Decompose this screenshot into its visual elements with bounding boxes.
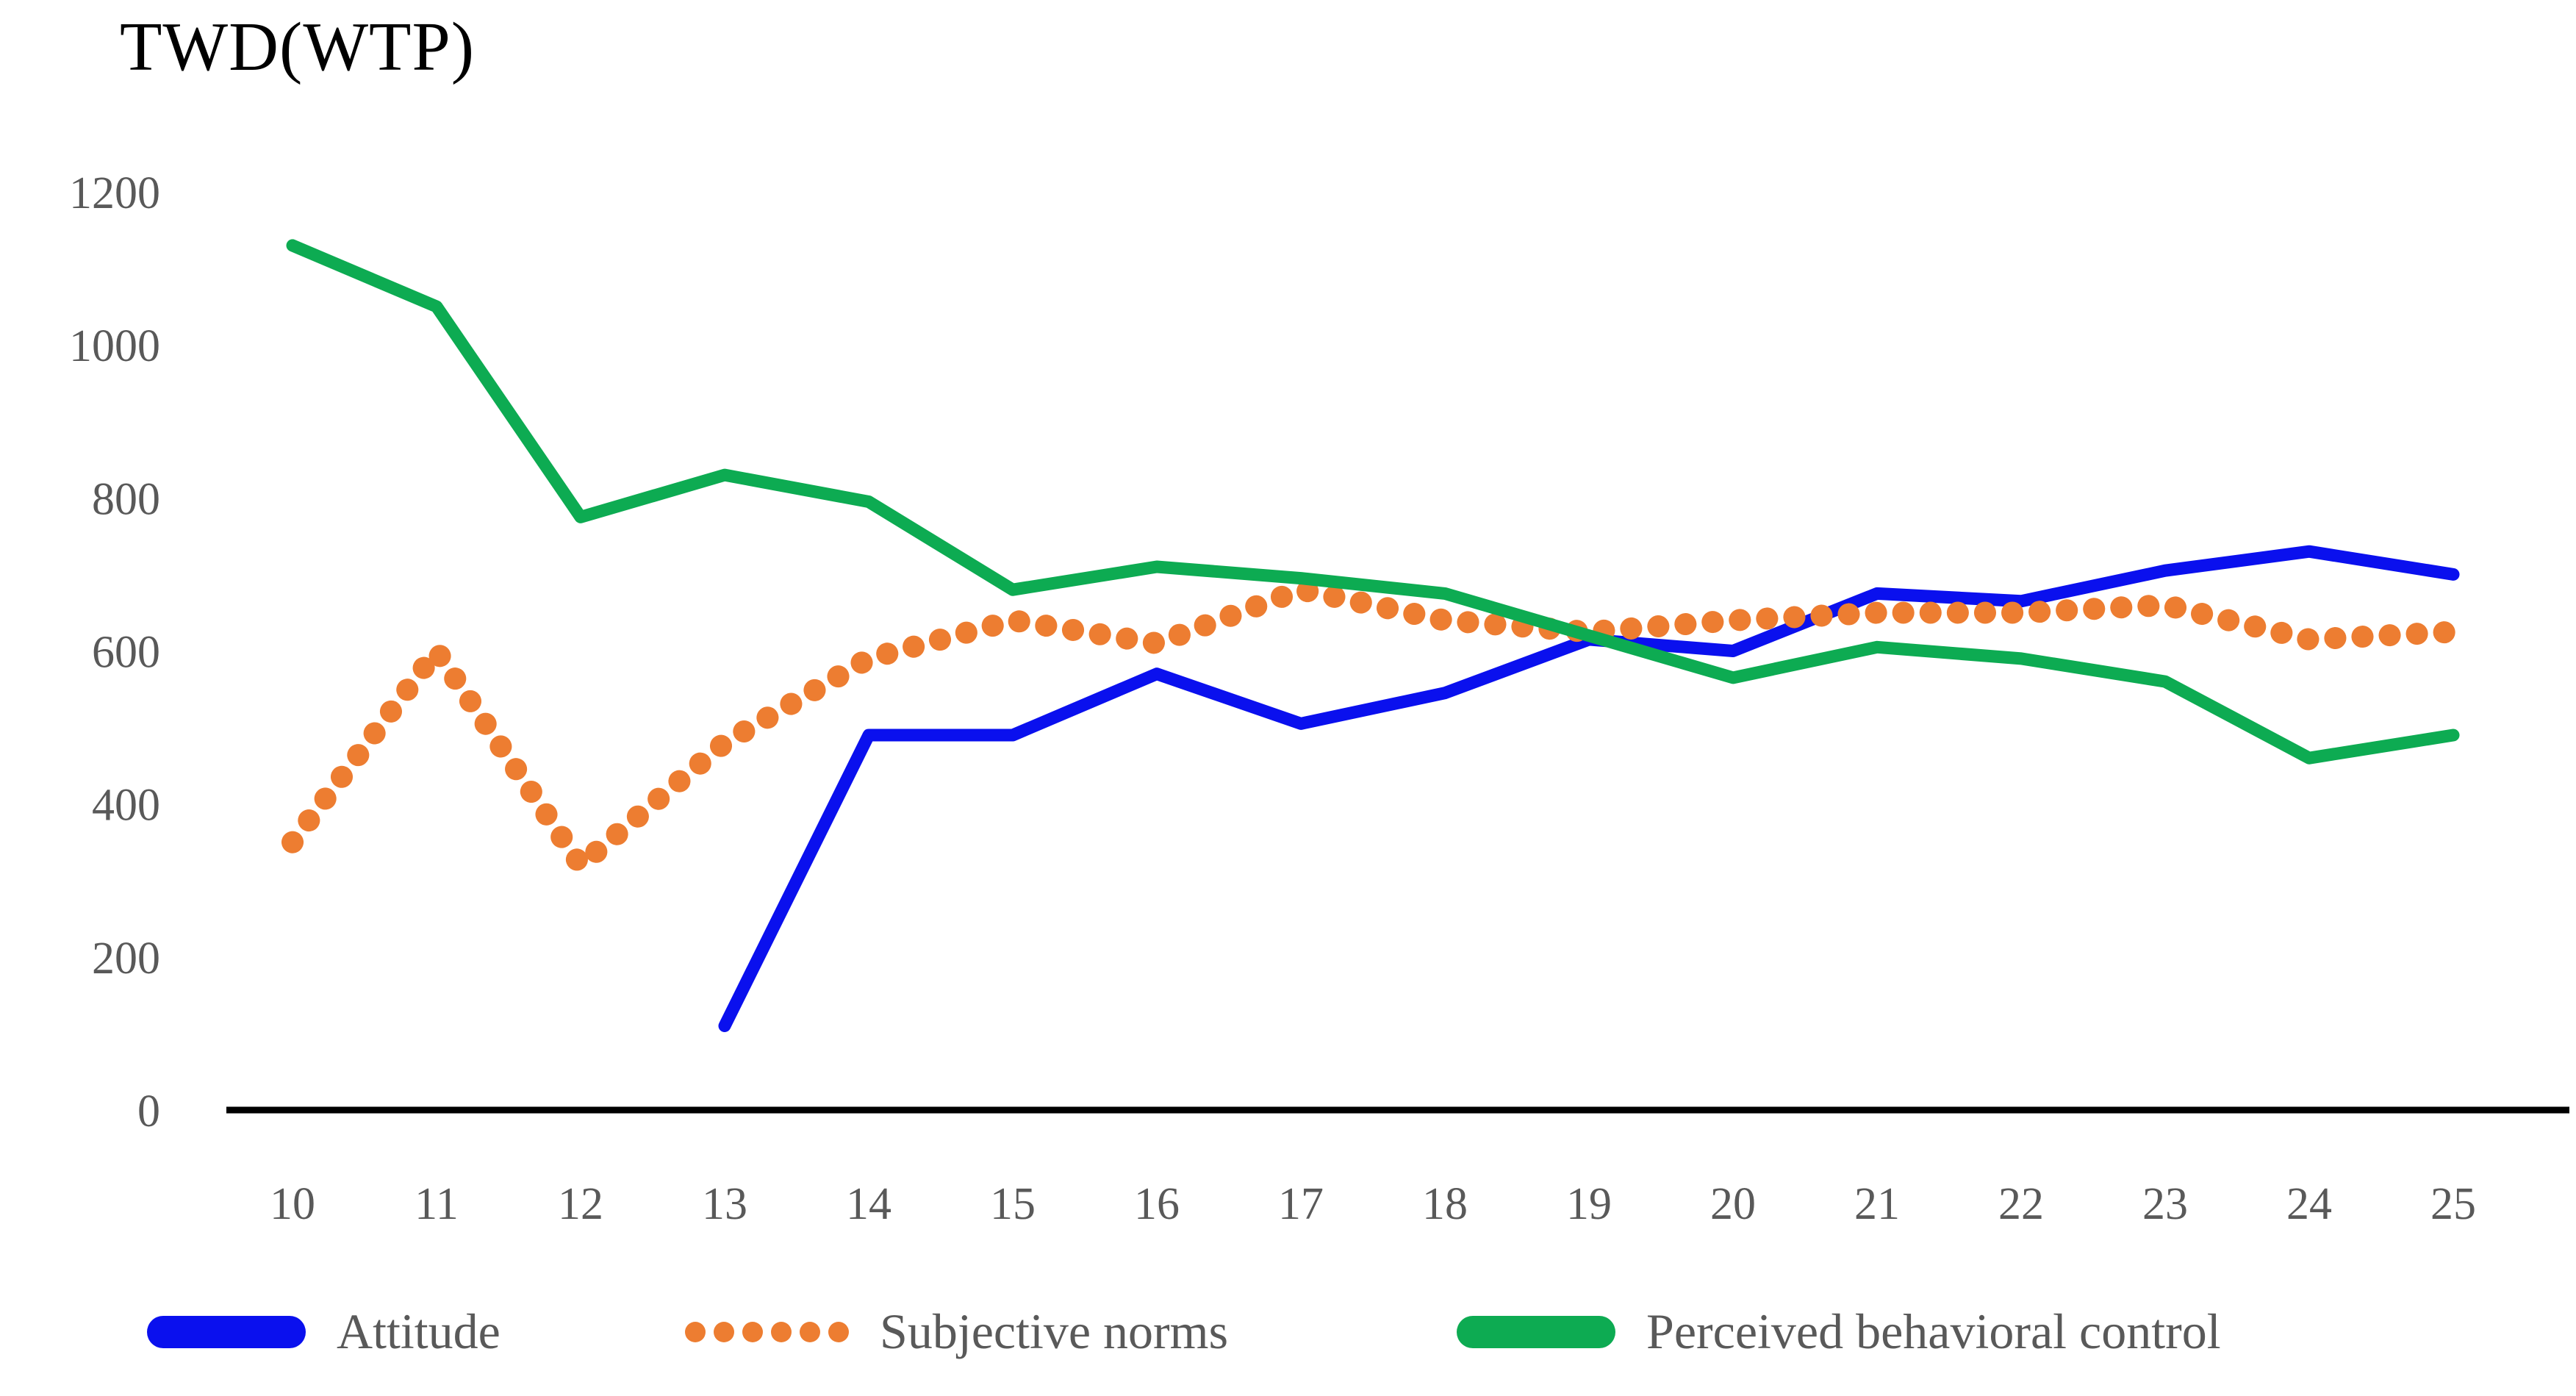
x-tick-label: 15 [990,1179,1036,1229]
y-tick-label: 800 [92,474,160,524]
y-tick-label: 1200 [69,168,160,218]
y-tick-label: 600 [92,628,160,678]
x-tick-label: 19 [1566,1179,1612,1229]
x-tick-label: 10 [270,1179,315,1229]
x-tick-label: 13 [702,1179,747,1229]
y-tick-label: 0 [137,1087,160,1137]
y-tick-label: 200 [92,934,160,984]
y-tick-label: 1000 [69,321,160,371]
x-tick-label: 16 [1134,1179,1180,1229]
x-tick-label: 21 [1854,1179,1900,1229]
x-tick-label: 23 [2142,1179,2188,1229]
x-tick-label: 18 [1422,1179,1468,1229]
x-tick-label: 12 [558,1179,603,1229]
x-tick-label: 17 [1278,1179,1324,1229]
x-tick-label: 20 [1710,1179,1756,1229]
x-tick-label: 25 [2430,1179,2476,1229]
series-line-subjective-norms [281,579,2464,876]
chart-title: TWD(WTP) [120,9,476,85]
x-tick-label: 24 [2286,1179,2332,1229]
y-tick-label: 400 [92,781,160,831]
x-tick-label: 14 [846,1179,891,1229]
x-tick-label: 11 [415,1179,459,1229]
x-tick-label: 22 [1998,1179,2044,1229]
series-line-perceived-behavioral-control [286,239,2460,765]
